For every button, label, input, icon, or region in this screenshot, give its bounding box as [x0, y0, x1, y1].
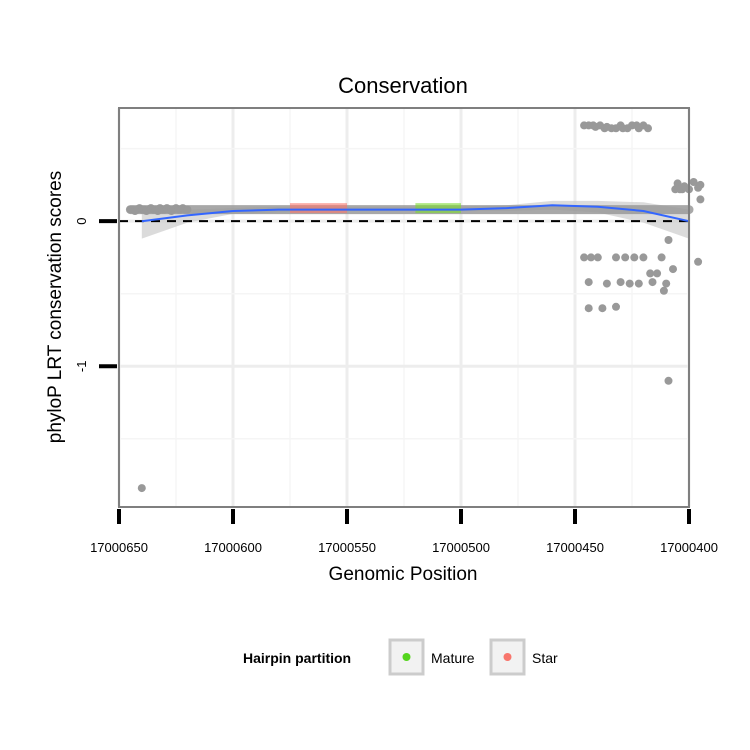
- legend-dot-mature: [402, 653, 411, 661]
- data-point: [694, 257, 703, 266]
- data-point: [584, 304, 593, 313]
- data-point: [657, 253, 666, 262]
- data-point: [630, 253, 639, 262]
- data-points: [126, 121, 705, 493]
- x-tick-label: 17000450: [546, 540, 604, 555]
- x-axis-title: Genomic Position: [329, 564, 478, 585]
- smooth-line: [141, 204, 690, 223]
- legend-key-star: [489, 638, 526, 676]
- data-point: [639, 253, 648, 262]
- data-point: [621, 253, 630, 262]
- data-point: [696, 180, 705, 189]
- data-point: [587, 253, 595, 262]
- data-point: [646, 269, 655, 278]
- data-point: [669, 265, 677, 274]
- data-point: [659, 286, 668, 295]
- data-point: [662, 279, 671, 288]
- data-point: [664, 236, 673, 244]
- loess-line: [141, 204, 690, 223]
- y-tick-label: 0: [74, 218, 89, 225]
- data-point: [644, 124, 652, 133]
- x-axis: 17000650 17000600 17000550 17000500 17000450…: [90, 509, 718, 555]
- legend-title: Hairpin partition: [243, 650, 351, 666]
- data-point: [653, 269, 662, 278]
- data-point: [664, 376, 673, 385]
- legend-item-star: Star: [489, 638, 558, 676]
- chart-title: Conservation: [338, 73, 468, 98]
- y-axis-title: phyloP LRT conservation scores: [45, 171, 66, 444]
- legend-dot-star: [503, 653, 512, 661]
- data-point: [689, 178, 698, 186]
- data-point: [602, 279, 611, 288]
- data-point: [634, 279, 643, 288]
- x-tick-label: 17000400: [660, 540, 718, 555]
- data-point: [598, 304, 607, 313]
- data-point: [612, 302, 620, 311]
- y-tick-label: -1: [74, 361, 89, 373]
- y-axis: 0 -1: [74, 218, 117, 372]
- data-point: [593, 253, 602, 262]
- x-tick-label: 17000650: [90, 540, 148, 555]
- data-point: [137, 484, 146, 493]
- data-point: [625, 279, 634, 288]
- data-point: [616, 278, 625, 287]
- x-tick-label: 17000550: [318, 540, 376, 555]
- data-point: [648, 278, 657, 287]
- data-point: [584, 278, 593, 287]
- data-point: [183, 205, 192, 214]
- data-point: [580, 253, 589, 262]
- data-point: [696, 195, 705, 204]
- x-tick-label: 17000500: [432, 540, 490, 555]
- data-point: [612, 253, 620, 262]
- x-tick-label: 17000600: [204, 540, 262, 555]
- legend-item-mature: Mature: [388, 638, 475, 676]
- panel-border: [118, 107, 690, 508]
- legend-label-star: Star: [532, 650, 558, 666]
- legend-label-mature: Mature: [431, 650, 475, 666]
- legend: Hairpin partition Mature Star: [243, 638, 558, 676]
